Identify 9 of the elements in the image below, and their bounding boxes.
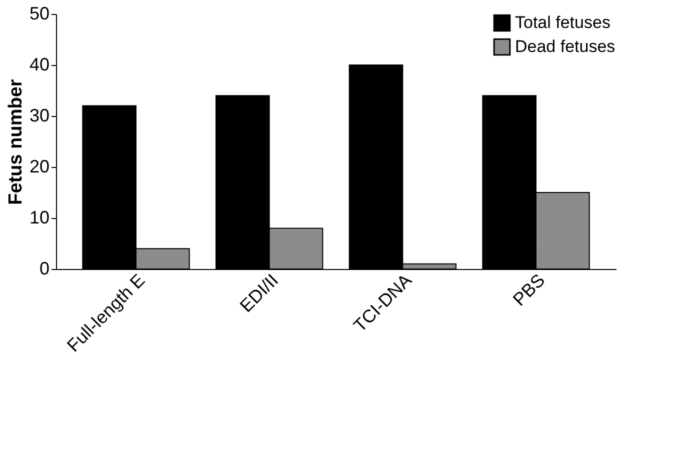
y-tick-label: 20	[29, 156, 50, 176]
y-tick-label: 50	[29, 4, 50, 24]
legend-label: Dead fetuses	[515, 37, 616, 56]
y-tick-label: 30	[29, 106, 50, 126]
y-axis-title: Fetus number	[5, 78, 26, 205]
y-tick-label: 0	[39, 258, 50, 278]
y-tick-label: 10	[29, 208, 50, 228]
legend-label: Total fetuses	[515, 13, 610, 32]
y-tick-label: 40	[29, 54, 50, 74]
